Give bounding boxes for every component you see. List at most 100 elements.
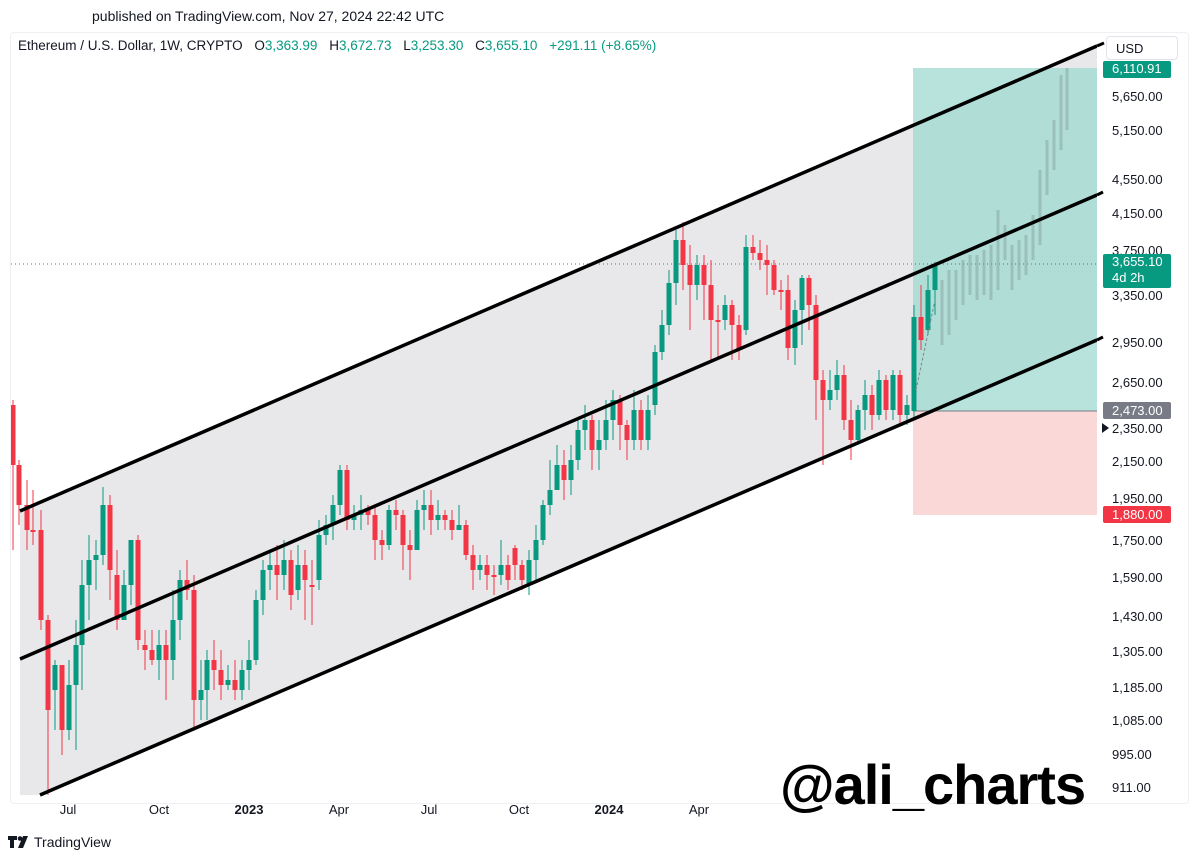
candle xyxy=(666,283,672,325)
channel-middle-line xyxy=(19,193,1097,661)
candle xyxy=(820,380,826,400)
candle xyxy=(694,265,700,285)
price-tick-label: 5,650.00 xyxy=(1112,89,1163,104)
candle xyxy=(526,560,532,585)
candle xyxy=(365,510,371,515)
price-tick-label: 1,305.00 xyxy=(1112,644,1163,659)
candle xyxy=(316,535,322,580)
price-tick-label: 2,950.00 xyxy=(1112,335,1163,350)
candle xyxy=(701,265,707,285)
candle xyxy=(149,650,155,660)
close-label: C xyxy=(475,38,485,53)
candle xyxy=(484,565,490,575)
candle xyxy=(45,620,51,710)
candle xyxy=(239,670,245,690)
tradingview-logo[interactable]: TradingView xyxy=(8,834,111,850)
candle xyxy=(596,440,602,450)
candle xyxy=(421,505,427,510)
currency-button[interactable]: USD xyxy=(1106,36,1178,60)
price-tick-label: 995.00 xyxy=(1112,747,1152,762)
candle xyxy=(932,264,938,290)
candle xyxy=(561,465,567,480)
candle xyxy=(722,305,728,320)
candle xyxy=(715,320,721,322)
price-tick-label: 2,150.00 xyxy=(1112,454,1163,469)
candle xyxy=(344,470,350,520)
candle xyxy=(295,565,301,590)
tradingview-logo-icon xyxy=(8,836,28,848)
candle xyxy=(687,265,693,285)
price-tick-label: 3,350.00 xyxy=(1112,288,1163,303)
channel-fill xyxy=(20,46,1097,795)
candle xyxy=(778,290,784,292)
candle xyxy=(659,325,665,352)
time-tick-label: Apr xyxy=(688,802,710,817)
price-tick-label: 1,430.00 xyxy=(1112,609,1163,624)
candle xyxy=(582,420,588,430)
close-value: 3,655.10 xyxy=(484,38,538,53)
candle xyxy=(743,247,749,330)
candle xyxy=(11,405,16,465)
candle xyxy=(449,520,455,530)
candle xyxy=(841,375,847,420)
bar-countdown: 4d 2h xyxy=(1112,270,1145,285)
open-value: 3,363.99 xyxy=(264,38,318,53)
time-tick-label: Oct xyxy=(148,802,170,817)
candle xyxy=(267,565,273,570)
candle xyxy=(407,545,413,550)
candle xyxy=(575,430,581,460)
candle xyxy=(337,470,343,505)
price-tick-label: 1,085.00 xyxy=(1112,713,1163,728)
candle xyxy=(736,325,742,350)
candle xyxy=(225,680,231,685)
candle xyxy=(568,460,574,480)
low-value: 3,253.30 xyxy=(410,38,464,53)
candle xyxy=(184,580,190,590)
candle xyxy=(897,375,903,415)
candle xyxy=(156,645,162,660)
candle xyxy=(729,305,735,325)
candle xyxy=(16,465,22,505)
candle xyxy=(435,515,441,520)
candle xyxy=(107,505,113,570)
candle xyxy=(785,290,791,348)
price-tick-label: 4,550.00 xyxy=(1112,172,1163,187)
candle xyxy=(253,600,259,660)
candle xyxy=(30,530,36,532)
candle xyxy=(351,515,357,520)
candlesticks xyxy=(11,222,938,795)
candle xyxy=(66,685,72,730)
price-tick-label: 2,650.00 xyxy=(1112,375,1163,390)
candle xyxy=(799,278,805,310)
candle xyxy=(52,665,58,690)
loss-zone xyxy=(913,411,1097,515)
candle xyxy=(911,317,917,411)
candle xyxy=(135,540,141,640)
candle xyxy=(750,247,756,253)
high-value: 3,672.73 xyxy=(338,38,392,53)
candle xyxy=(631,410,637,440)
author-watermark: @ali_charts xyxy=(780,753,1086,816)
candle xyxy=(93,555,99,560)
candle xyxy=(204,660,210,690)
projection-bars xyxy=(915,68,1069,391)
candle xyxy=(400,515,406,545)
last-price-value: 3,655.10 xyxy=(1112,254,1163,269)
candle xyxy=(246,660,252,670)
candle xyxy=(708,285,714,320)
candle xyxy=(100,505,106,555)
candle xyxy=(260,570,266,600)
candle xyxy=(918,317,924,340)
candle xyxy=(142,645,148,650)
time-tick-label: 2024 xyxy=(594,802,624,817)
candle xyxy=(274,565,280,575)
candle xyxy=(86,560,92,585)
candle xyxy=(128,540,134,585)
price-tick-label: 4,150.00 xyxy=(1112,206,1163,221)
candle xyxy=(890,375,896,410)
candle xyxy=(114,575,120,620)
candle xyxy=(603,420,609,440)
price-tick-label: 1,185.00 xyxy=(1112,680,1163,695)
candle xyxy=(456,525,462,530)
